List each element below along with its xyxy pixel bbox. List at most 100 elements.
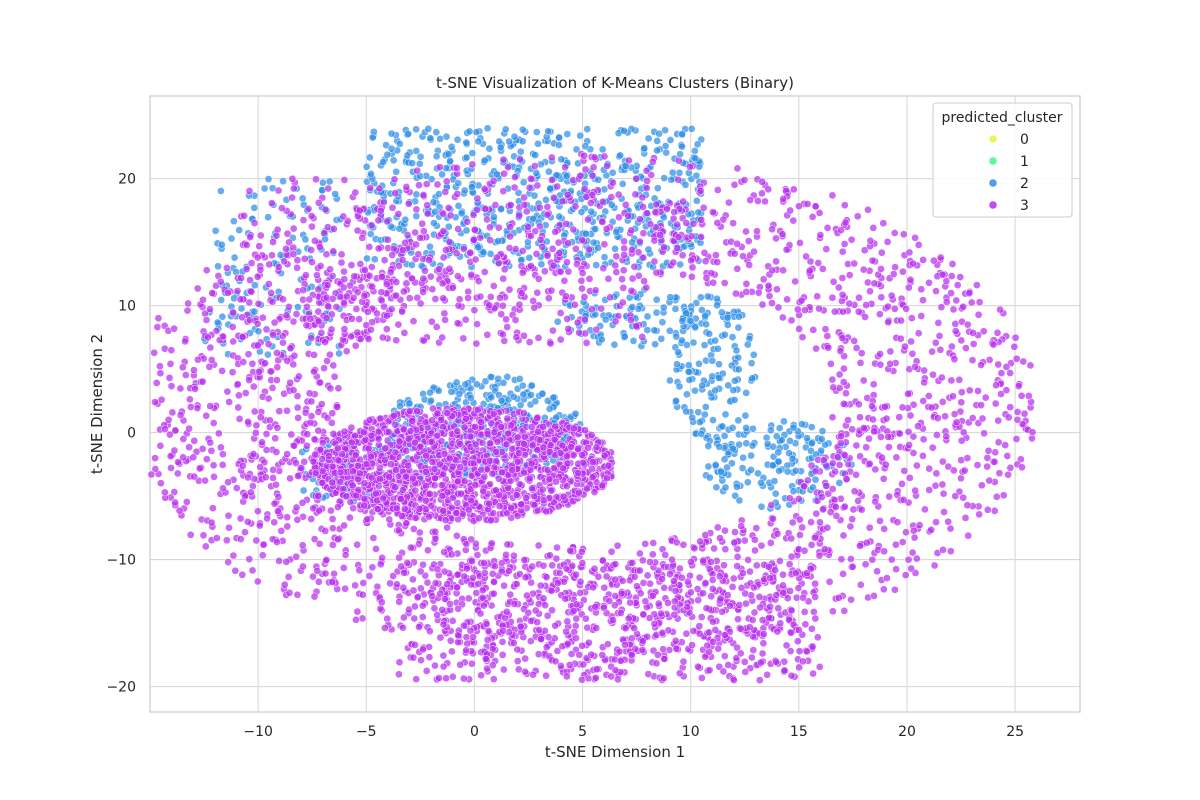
data-point [230, 253, 239, 262]
data-point [530, 162, 539, 170]
data-point [869, 224, 878, 232]
data-point [642, 184, 651, 193]
data-point [453, 531, 461, 540]
data-point [908, 349, 917, 358]
data-point [957, 398, 966, 407]
data-point [691, 154, 700, 163]
data-point [453, 190, 462, 198]
data-point [933, 431, 941, 439]
data-point [355, 206, 364, 215]
data-point [739, 252, 747, 261]
data-point [328, 515, 337, 523]
data-point [213, 534, 221, 542]
data-point [859, 265, 868, 274]
data-point [779, 195, 788, 203]
data-point [309, 457, 318, 466]
data-point [503, 540, 512, 549]
data-point [728, 583, 737, 591]
data-point [855, 293, 863, 302]
data-point [166, 360, 175, 368]
data-point [500, 169, 508, 178]
data-point [292, 310, 301, 318]
data-point [581, 165, 590, 174]
data-point [254, 327, 263, 336]
data-point [773, 529, 782, 538]
data-point [433, 180, 442, 189]
data-point [907, 337, 915, 346]
data-point [949, 305, 958, 314]
data-point [443, 523, 451, 532]
data-point [342, 347, 351, 356]
data-point [424, 209, 432, 218]
data-point [389, 156, 398, 165]
data-point [793, 305, 802, 314]
data-point [674, 156, 683, 165]
data-point [761, 197, 769, 206]
data-point [293, 515, 302, 524]
data-point [365, 153, 374, 162]
data-point [545, 167, 553, 176]
data-point [655, 129, 663, 138]
data-point [899, 496, 908, 504]
data-point [460, 423, 469, 432]
data-point [467, 535, 476, 544]
data-point [682, 219, 691, 227]
data-point [1012, 435, 1021, 443]
data-point [861, 313, 869, 321]
data-point [740, 176, 749, 184]
data-point [840, 240, 849, 248]
data-point [914, 329, 923, 338]
data-point [166, 452, 175, 461]
data-point [181, 337, 189, 346]
data-point [985, 356, 994, 364]
data-point [942, 298, 951, 306]
data-point [480, 156, 489, 165]
data-point [335, 349, 343, 358]
data-point [372, 545, 380, 553]
data-point [198, 377, 207, 386]
data-point [685, 376, 694, 384]
data-point [499, 379, 508, 387]
data-point [880, 547, 888, 556]
data-point [852, 470, 860, 479]
data-point [978, 414, 987, 423]
data-point [950, 410, 959, 418]
data-point [999, 491, 1008, 500]
data-point [365, 572, 374, 580]
data-point [661, 551, 670, 559]
data-point [710, 544, 718, 553]
data-point [256, 463, 265, 471]
data-point [461, 380, 470, 389]
data-point [209, 461, 218, 470]
data-point [216, 277, 225, 286]
data-point [428, 416, 436, 425]
data-point [572, 244, 580, 253]
data-point [626, 598, 634, 607]
data-point [217, 443, 225, 452]
data-point [629, 337, 638, 345]
data-point [686, 316, 695, 325]
data-point [896, 334, 905, 343]
data-point [402, 279, 411, 288]
data-point [837, 432, 846, 441]
data-point [367, 221, 376, 230]
data-point [474, 243, 482, 252]
data-point [398, 246, 407, 254]
data-point [431, 534, 440, 543]
data-point [856, 580, 865, 589]
data-point [789, 487, 798, 496]
data-point [919, 452, 927, 460]
data-point [518, 381, 527, 390]
data-point [653, 184, 662, 193]
data-point [938, 480, 947, 489]
data-point [730, 249, 739, 258]
data-point [390, 175, 399, 184]
data-point [917, 285, 926, 294]
data-point [614, 190, 623, 199]
data-point [960, 466, 969, 475]
data-point [861, 560, 870, 569]
data-point [893, 518, 902, 527]
data-point [472, 380, 481, 389]
data-point [674, 348, 682, 356]
data-point [237, 304, 246, 313]
